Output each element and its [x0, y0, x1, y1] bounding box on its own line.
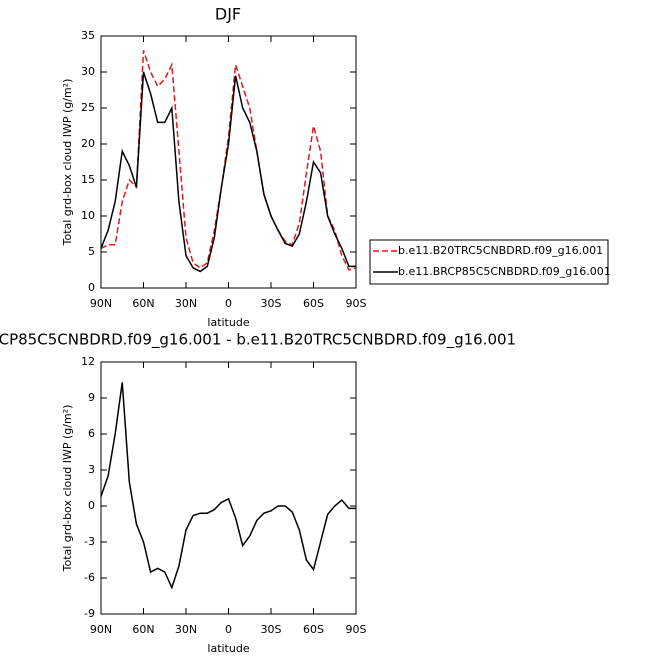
- x-axis-title: latitude: [207, 642, 249, 655]
- legend-label: b.e11.B20TRC5CNBDRD.f09_g16.001: [398, 244, 603, 257]
- chart-title: DJF: [215, 5, 241, 24]
- x-tick-label: 60N: [132, 623, 154, 636]
- data-line: [100, 382, 356, 590]
- y-tick-label: 15: [81, 173, 95, 186]
- y-tick-label: 0: [88, 499, 95, 512]
- x-tick-label: 60N: [132, 297, 154, 310]
- x-tick-label: 90N: [90, 623, 112, 636]
- x-tick-label: 0: [225, 297, 232, 310]
- data-line: [100, 50, 357, 271]
- y-tick-label: -6: [84, 571, 95, 584]
- y-tick-label: 12: [81, 355, 95, 368]
- x-tick-label: 30S: [261, 623, 282, 636]
- x-tick-label: 30N: [175, 297, 197, 310]
- y-tick-label: 3: [88, 463, 95, 476]
- y-tick-label: 5: [88, 245, 95, 258]
- x-tick-label: 90N: [90, 297, 112, 310]
- legend-box: [369, 239, 609, 285]
- x-tick-label: 60S: [303, 297, 324, 310]
- y-tick-label: 0: [88, 281, 95, 294]
- plot-frame: [100, 361, 357, 615]
- x-tick-label: 60S: [303, 623, 324, 636]
- x-tick-label: 90S: [346, 297, 367, 310]
- y-tick-label: 10: [81, 209, 95, 222]
- y-tick-label: 20: [81, 137, 95, 150]
- y-tick-label: 25: [81, 101, 95, 114]
- x-tick-label: 0: [225, 623, 232, 636]
- legend-label: b.e11.BRCP85C5CNBDRD.f09_g16.001: [398, 265, 611, 278]
- data-line: [100, 71, 356, 273]
- y-axis-title: Total grd-box cloud IWP (g/m²): [61, 79, 74, 247]
- y-tick-label: -3: [84, 535, 95, 548]
- y-tick-label: -9: [84, 607, 95, 620]
- x-axis-title: latitude: [207, 316, 249, 329]
- x-tick-label: 30N: [175, 623, 197, 636]
- y-tick-label: 35: [81, 29, 95, 42]
- x-tick-label: 90S: [346, 623, 367, 636]
- plot-frame: [100, 35, 357, 289]
- x-tick-label: 30S: [261, 297, 282, 310]
- chart-title: .BRCP85C5CNBDRD.f09_g16.001 - b.e11.B20T…: [0, 331, 516, 350]
- y-axis-title: Total grd-box cloud IWP (g/m²): [61, 405, 74, 573]
- y-tick-label: 9: [88, 391, 95, 404]
- y-tick-label: 30: [81, 65, 95, 78]
- y-tick-label: 6: [88, 427, 95, 440]
